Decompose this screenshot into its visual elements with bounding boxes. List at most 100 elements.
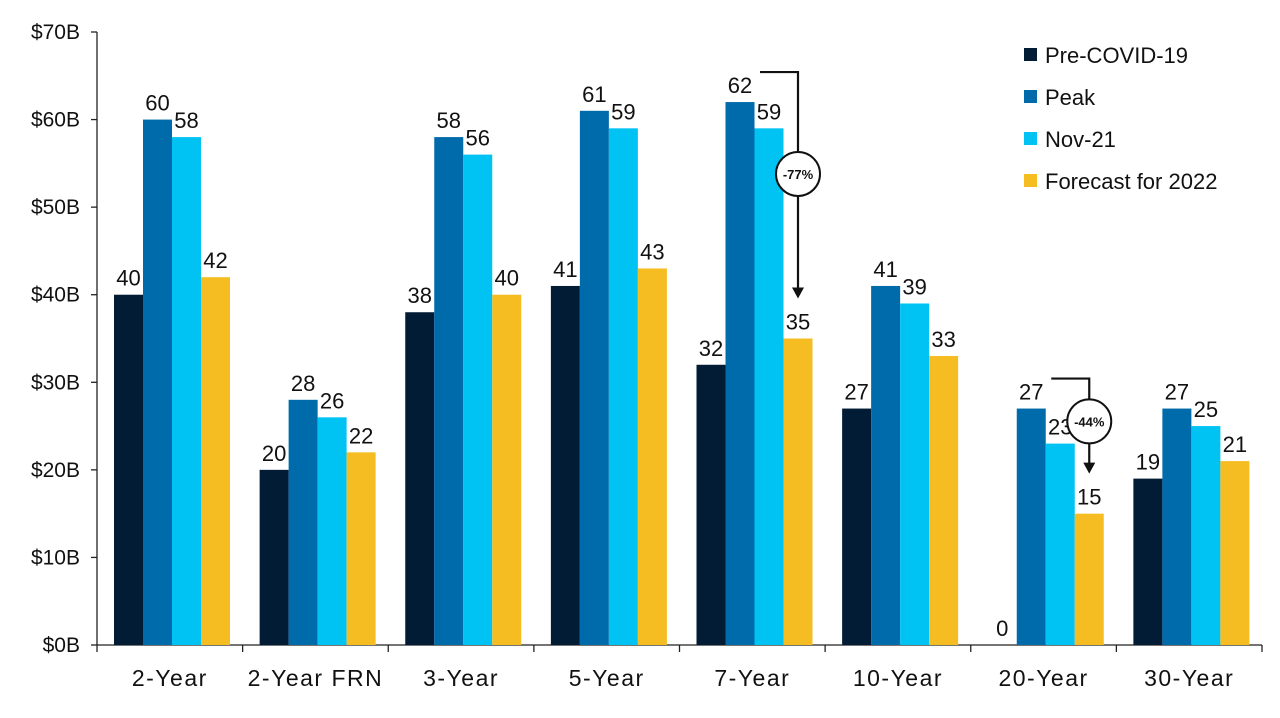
legend-label: Peak (1045, 85, 1096, 110)
legend-item: Peak (1024, 85, 1096, 110)
legend-swatch (1024, 90, 1037, 103)
bar (871, 285, 901, 645)
annotation-label: -77% (783, 167, 814, 182)
bar (346, 452, 376, 645)
annotation-circle (1066, 398, 1113, 445)
bar (754, 128, 784, 646)
data-label: 15 (1077, 485, 1101, 510)
data-label: 33 (931, 327, 955, 352)
bar (463, 154, 493, 645)
bar (579, 110, 609, 646)
bar (783, 338, 813, 645)
y-tick-label: $0B (43, 634, 80, 657)
annotation-arrowhead (1083, 462, 1096, 474)
data-label: 60 (145, 91, 169, 116)
bar (842, 408, 872, 645)
data-label: 20 (262, 441, 286, 466)
bar (434, 137, 464, 646)
x-tick-label: 7-Year (714, 665, 790, 691)
legend-label: Nov-21 (1045, 127, 1116, 152)
data-label: 22 (349, 423, 373, 448)
data-label: 56 (466, 126, 490, 151)
data-label: 27 (1165, 380, 1189, 405)
legend-swatch (1024, 174, 1037, 187)
y-tick-label: $70B (31, 21, 80, 44)
bar (696, 364, 726, 645)
data-label: 35 (786, 310, 810, 335)
bar (405, 312, 435, 645)
data-label: 21 (1223, 432, 1247, 457)
data-label: 61 (582, 82, 606, 107)
data-label: 40 (116, 266, 140, 291)
data-label: 62 (728, 73, 752, 98)
bar (492, 294, 522, 645)
legend-label: Forecast for 2022 (1045, 169, 1217, 194)
annotation-label: -44% (1074, 414, 1105, 429)
legend-swatch (1024, 132, 1037, 145)
bar (608, 128, 638, 646)
y-tick-label: $60B (31, 109, 80, 132)
data-label: 26 (320, 388, 344, 413)
bar (259, 469, 289, 645)
data-label: 27 (844, 380, 868, 405)
x-tick-label: 2-Year (132, 665, 208, 691)
change-annotation: -44% (1051, 377, 1113, 474)
data-label: 59 (757, 99, 781, 124)
bar (114, 294, 143, 645)
bar (725, 102, 755, 646)
bar (1220, 461, 1250, 645)
bars (114, 102, 1250, 646)
data-label: 27 (1019, 380, 1043, 405)
y-tick-label: $20B (31, 459, 80, 482)
x-tick-label: 30-Year (1144, 665, 1234, 691)
axes: $0B $10B $20B $30B $40B $50B $60B $70B 2-Year 2-Y… (31, 21, 1263, 691)
bar (1045, 443, 1075, 645)
x-tick-label: 3-Year (423, 665, 499, 691)
y-tick-label: $10B (31, 546, 80, 569)
annotation-circle (775, 150, 821, 197)
annotations: -77% -44% (760, 70, 1113, 474)
bar (929, 356, 959, 645)
data-label: 41 (873, 257, 897, 282)
bar (201, 277, 230, 645)
data-label: 59 (611, 99, 635, 124)
x-tick-label: 20-Year (998, 665, 1088, 691)
bar (317, 417, 347, 645)
data-label: 38 (408, 283, 432, 308)
legend-item: Forecast for 2022 (1024, 169, 1217, 194)
x-tick-label: 5-Year (569, 665, 645, 691)
data-label: 39 (902, 274, 926, 299)
bar (1191, 426, 1221, 645)
legend-item: Nov-21 (1024, 127, 1116, 152)
bar (1133, 478, 1163, 645)
legend-item: Pre-COVID-19 (1024, 43, 1188, 68)
bar (900, 303, 930, 645)
bar (143, 119, 172, 646)
x-tick-label: 10-Year (853, 665, 943, 691)
data-label: 28 (291, 371, 315, 396)
data-label: 25 (1194, 397, 1218, 422)
y-tick-label: $50B (31, 196, 80, 219)
data-label: 19 (1136, 450, 1160, 475)
data-label: 42 (203, 248, 227, 273)
change-annotation: -77% (760, 70, 821, 299)
data-label: 58 (174, 108, 198, 133)
bar (1162, 408, 1192, 645)
data-label: 40 (495, 266, 519, 291)
legend-label: Pre-COVID-19 (1045, 43, 1188, 68)
x-tick-label: 2-Year FRN (248, 665, 384, 691)
data-label: 58 (437, 108, 461, 133)
legend: Pre-COVID-19 Peak Nov-21 Forecast for 2022 (1024, 43, 1217, 194)
data-label: 0 (996, 616, 1008, 641)
annotation-arrowhead (792, 287, 804, 299)
bar (637, 268, 667, 645)
y-tick-label: $30B (31, 371, 80, 394)
bar (550, 285, 580, 645)
y-tick-label: $40B (31, 284, 80, 307)
bar (1016, 408, 1046, 645)
bar (288, 399, 318, 645)
annotation-arrow-line (760, 70, 800, 290)
bar (172, 137, 201, 646)
